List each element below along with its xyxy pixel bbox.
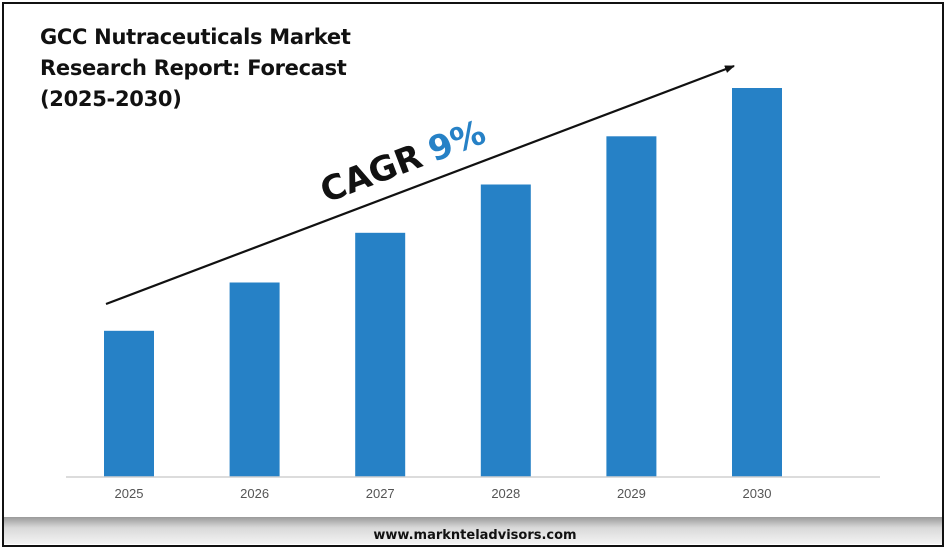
- x-tick-label: 2025: [115, 486, 144, 501]
- x-tick-label: 2030: [743, 486, 772, 501]
- x-tick-labels: 2025 2026 2027 2028 2029 2030: [115, 486, 772, 501]
- title-line-2: Research Report: Forecast: [40, 56, 347, 80]
- cagr-annotation: CAGR9%: [315, 113, 491, 212]
- footer-bar: [4, 517, 942, 544]
- cagr-trend-arrow: [105, 64, 735, 306]
- title-line-1: GCC Nutraceuticals Market: [40, 25, 351, 49]
- bar-2030: [732, 88, 782, 477]
- cagr-label: CAGR: [315, 137, 428, 212]
- x-tick-label: 2026: [240, 486, 269, 501]
- x-tick-label: 2027: [366, 486, 395, 501]
- bar-2025: [104, 330, 154, 477]
- x-tick-label: 2028: [491, 486, 520, 501]
- bar-2026: [229, 282, 280, 477]
- chart-frame: [2, 2, 944, 547]
- chart-title: GCC Nutraceuticals Market Research Repor…: [40, 22, 360, 115]
- title-line-3: (2025-2030): [40, 87, 182, 111]
- bars-group: [104, 88, 782, 478]
- bar-2029: [606, 136, 657, 478]
- x-tick-label: 2029: [617, 486, 646, 501]
- website-label: www.marknteladvisors.com: [373, 528, 577, 543]
- bar-2027: [355, 232, 406, 477]
- bar-2028: [480, 184, 531, 477]
